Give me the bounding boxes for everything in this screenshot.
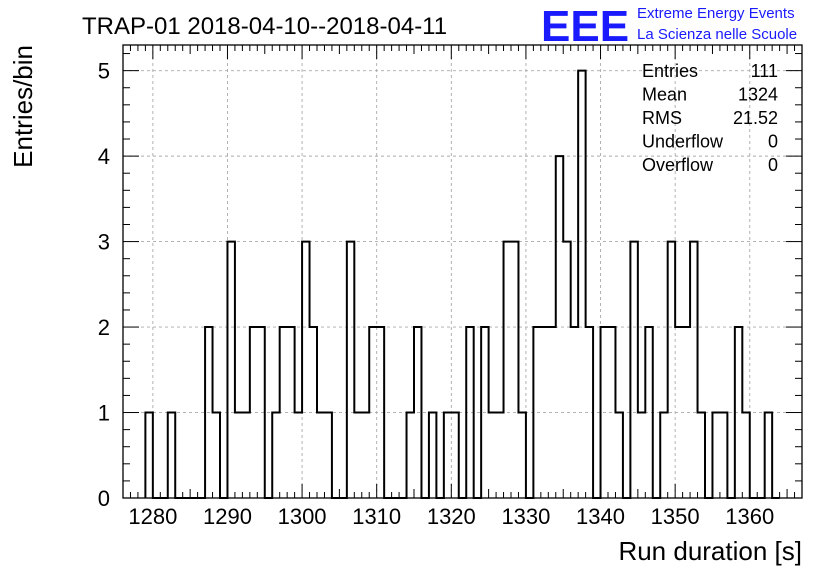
histogram-bin	[287, 327, 294, 498]
stats-label: Overflow	[642, 155, 714, 175]
histogram-bin	[302, 242, 309, 498]
histogram-bin	[578, 71, 585, 498]
x-axis-title: Run duration [s]	[618, 536, 802, 566]
histogram-bin	[369, 327, 376, 498]
stats-value: 0	[768, 155, 778, 175]
x-tick-label: 1290	[203, 504, 252, 529]
histogram-bin	[347, 242, 354, 498]
histogram-bin	[638, 413, 645, 498]
histogram-bin	[227, 242, 234, 498]
histogram-bin	[668, 242, 675, 498]
histogram-bin	[698, 413, 705, 498]
histogram-bin	[429, 413, 436, 498]
stats-value: 21.52	[733, 108, 778, 128]
stats-value: 1324	[738, 85, 778, 105]
y-tick-label: 4	[98, 144, 110, 169]
histogram-bin	[518, 413, 525, 498]
histogram-bin	[295, 413, 302, 498]
histogram-bin	[720, 413, 727, 498]
histogram-bin	[660, 413, 667, 498]
histogram-bin	[541, 327, 548, 498]
histogram-bin	[414, 327, 421, 498]
histogram-bin	[272, 413, 279, 498]
histogram-bin	[735, 327, 742, 498]
eee-logo: EEE Extreme Energy Events La Scienza nel…	[541, 2, 797, 51]
histogram-bin	[556, 156, 563, 498]
stats-value: 111	[751, 61, 778, 81]
histogram-bin	[533, 327, 540, 498]
histogram-bin	[675, 327, 682, 498]
logo-mark: EEE	[541, 2, 629, 51]
logo-line1: Extreme Energy Events	[637, 5, 795, 22]
histogram-bin	[683, 327, 690, 498]
x-tick-label: 1340	[576, 504, 625, 529]
histogram-bin	[280, 327, 287, 498]
histogram-bin	[712, 413, 719, 498]
histogram-outline	[144, 69, 780, 499]
stats-value: 0	[768, 132, 778, 152]
stats-box: Entries 111 Mean 1324 RMS 21.52 Underflow 0 Over…	[642, 61, 778, 175]
y-tick-label: 3	[98, 230, 110, 255]
histogram-bin	[451, 413, 458, 498]
stats-label: Mean	[642, 85, 687, 105]
histogram-series	[144, 69, 780, 499]
histogram-bin	[645, 327, 652, 498]
histogram-bin	[168, 413, 175, 498]
y-tick-label: 0	[98, 486, 110, 511]
x-tick-label: 1350	[651, 504, 700, 529]
x-tick-label: 1360	[725, 504, 774, 529]
histogram-bin	[615, 413, 622, 498]
histogram-bin	[444, 413, 451, 498]
histogram-bin	[145, 413, 152, 498]
x-tick-label: 1280	[128, 504, 177, 529]
histogram-bin	[690, 242, 697, 498]
histogram-bin	[489, 413, 496, 498]
histogram-bin	[630, 242, 637, 498]
stats-label: Entries	[642, 61, 698, 81]
histogram-bin	[548, 327, 555, 498]
histogram-bin	[310, 327, 317, 498]
y-tick-label: 2	[98, 315, 110, 340]
x-tick-label: 1300	[278, 504, 327, 529]
x-tick-label: 1310	[352, 504, 401, 529]
histogram-bin	[586, 327, 593, 498]
histogram-bin	[496, 413, 503, 498]
histogram-bin	[765, 413, 772, 498]
histogram-bin	[205, 327, 212, 498]
histogram-bin	[235, 413, 242, 498]
histogram-bin	[601, 327, 608, 498]
y-axis-title: Entries/bin	[8, 45, 38, 168]
logo-line2: La Scienza nelle Scuole	[637, 26, 797, 43]
histogram-bin	[511, 242, 518, 498]
histogram-bin	[213, 413, 220, 498]
histogram-bin	[504, 242, 511, 498]
histogram-bin	[317, 413, 324, 498]
stats-label: RMS	[642, 108, 682, 128]
x-tick-label: 1320	[427, 504, 476, 529]
histogram-bin	[354, 413, 361, 498]
histogram-bin	[257, 327, 264, 498]
histogram-bin	[466, 327, 473, 498]
histogram-bin	[571, 327, 578, 498]
chart-title: TRAP-01 2018-04-10--2018-04-11	[82, 13, 447, 40]
y-tick-label: 1	[98, 401, 110, 426]
histogram-bin	[481, 327, 488, 498]
histogram-bin	[742, 413, 749, 498]
histogram-bin	[563, 242, 570, 498]
y-tick-label: 5	[98, 59, 110, 84]
histogram-bin	[407, 413, 414, 498]
histogram-bin	[608, 327, 615, 498]
histogram-bin	[324, 413, 331, 498]
histogram-bin	[362, 413, 369, 498]
y-axis-ticks: 0 1 2 3 4 5	[98, 53, 802, 511]
x-tick-label: 1330	[501, 504, 550, 529]
histogram-bin	[250, 327, 257, 498]
stats-label: Underflow	[642, 132, 724, 152]
plot-frame	[122, 44, 803, 499]
histogram-bin	[377, 327, 384, 498]
x-axis-ticks: 1280 1290 1300 1310 1320 1330 1340 1350 1360	[122, 45, 803, 529]
histogram-bin	[242, 413, 249, 498]
